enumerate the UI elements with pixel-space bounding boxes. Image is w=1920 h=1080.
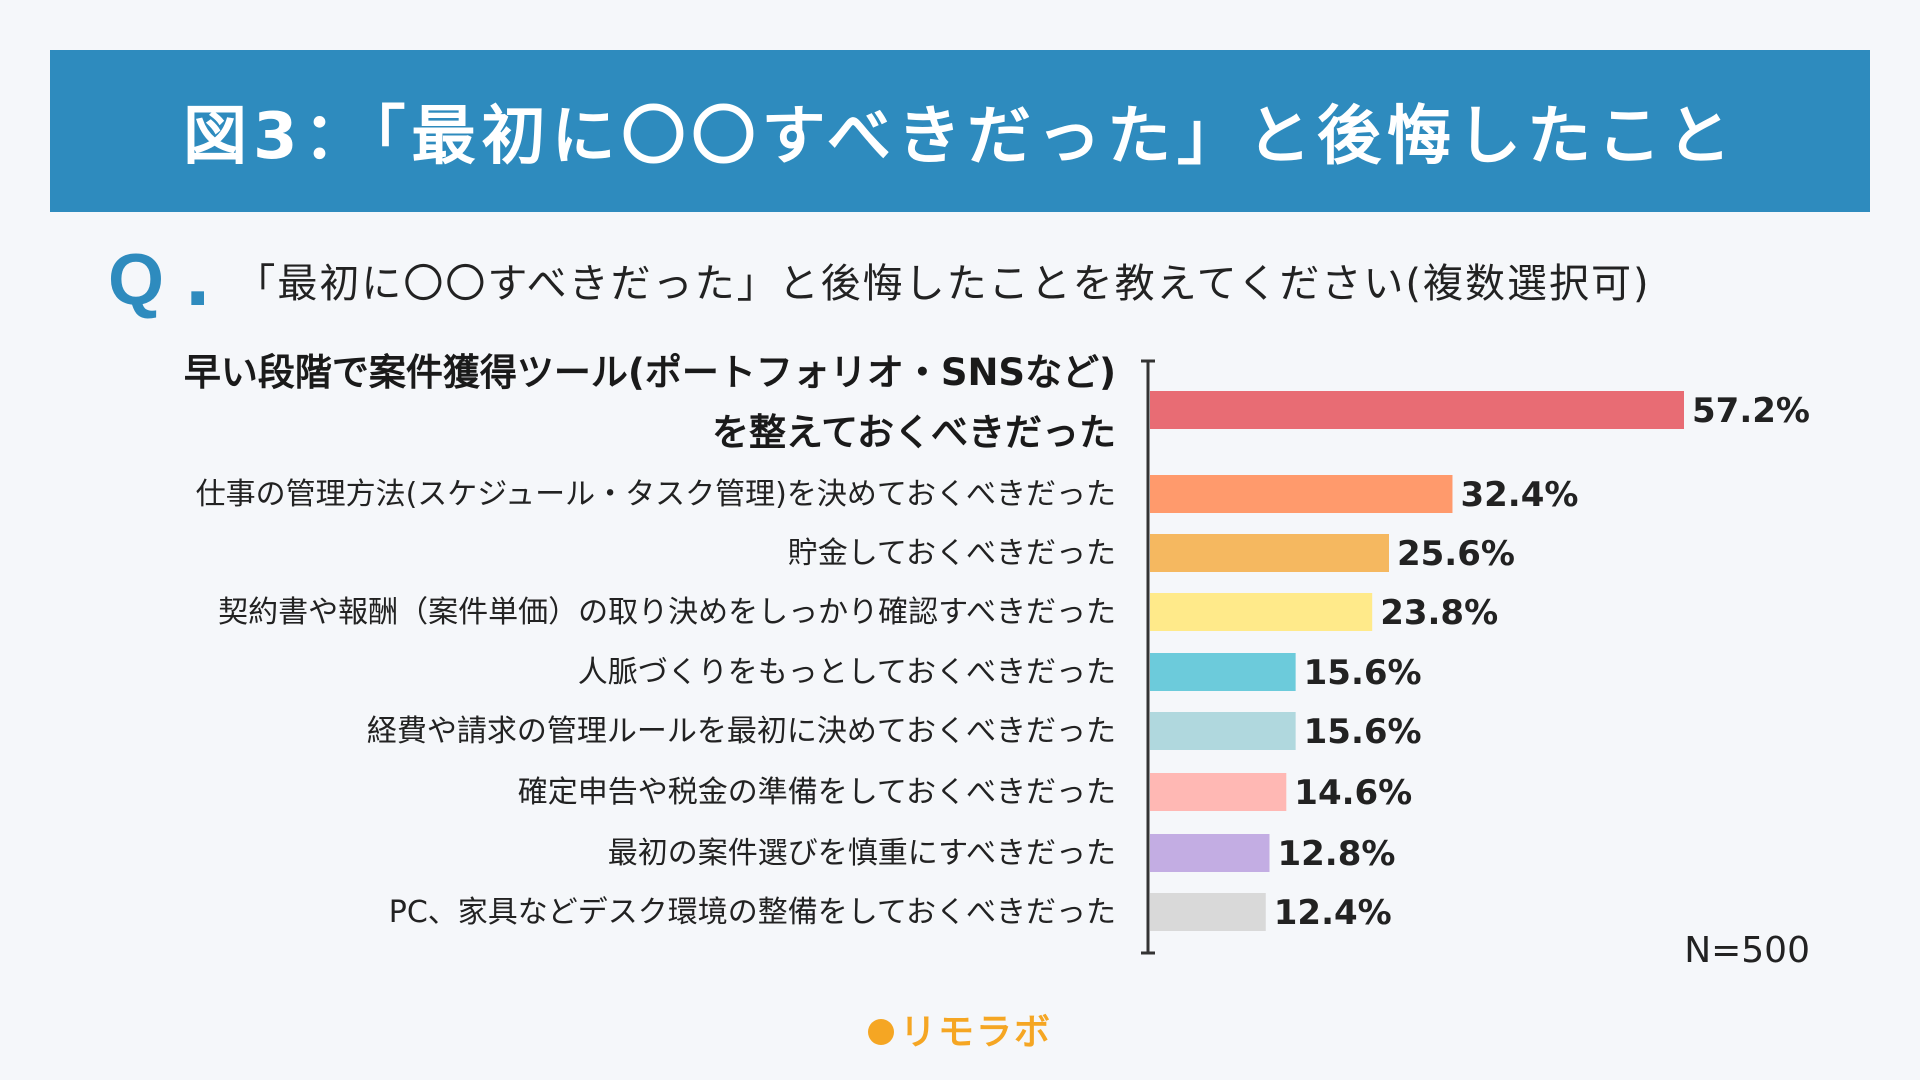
chart-title: 図3：「最初に〇〇すべきだった」と後悔したこと [182, 100, 1738, 174]
value-label: 23.8% [1380, 593, 1498, 633]
question-mark: Q [108, 240, 165, 320]
value-label: 32.4% [1460, 475, 1578, 515]
value-label: 15.6% [1304, 712, 1422, 752]
category-label: 仕事の管理方法(スケジュール・タスク管理)を決めておくべきだった [196, 477, 1116, 512]
bar [1150, 475, 1453, 513]
sample-size-label: N=500 [1684, 930, 1810, 971]
category-label: 貯金しておくべきだった [788, 536, 1116, 571]
category-label: 人脈づくりをもっとしておくべきだった [578, 655, 1116, 690]
bar [1150, 712, 1296, 750]
brand-logo: リモラボ [0, 1003, 1920, 1055]
category-label: 契約書や報酬（案件単価）の取り決めをしっかり確認すべきだった [218, 595, 1116, 630]
category-label: 確定申告や税金の準備をしておくべきだった [518, 775, 1116, 810]
bar [1150, 834, 1270, 872]
category-label: を整えておくべきだった [712, 411, 1116, 454]
bar [1150, 534, 1389, 572]
value-label: 25.6% [1397, 534, 1515, 574]
question-text: 「最初に〇〇すべきだった」と後悔したことを教えてください(複数選択可) [235, 261, 1651, 307]
value-label: 15.6% [1304, 653, 1422, 693]
brand-name: リモラボ [899, 1012, 1052, 1053]
category-label: PC、家具などデスク環境の整備をしておくべきだった [389, 895, 1116, 930]
bar [1150, 653, 1296, 691]
bar [1150, 391, 1684, 429]
title-banner: 図3：「最初に〇〇すべきだった」と後悔したこと [50, 50, 1870, 212]
value-label: 12.4% [1274, 893, 1392, 933]
category-label: 経費や請求の管理ルールを最初に決めておくべきだった [367, 714, 1116, 749]
value-label: 57.2% [1692, 391, 1810, 431]
bar [1150, 893, 1266, 931]
question-dot-icon: . [184, 238, 212, 322]
bar [1150, 593, 1373, 631]
category-label: 最初の案件選びを慎重にすべきだった [608, 836, 1116, 871]
value-label: 12.8% [1277, 834, 1395, 874]
bar [1150, 773, 1287, 811]
brand-dot-icon [867, 1019, 894, 1045]
question-row: Q . 「最初に〇〇すべきだった」と後悔したことを教えてください(複数選択可) [108, 238, 1651, 322]
category-label: 早い段階で案件獲得ツール(ポートフォリオ・SNSなど) [184, 351, 1116, 394]
value-label: 14.6% [1294, 773, 1412, 813]
